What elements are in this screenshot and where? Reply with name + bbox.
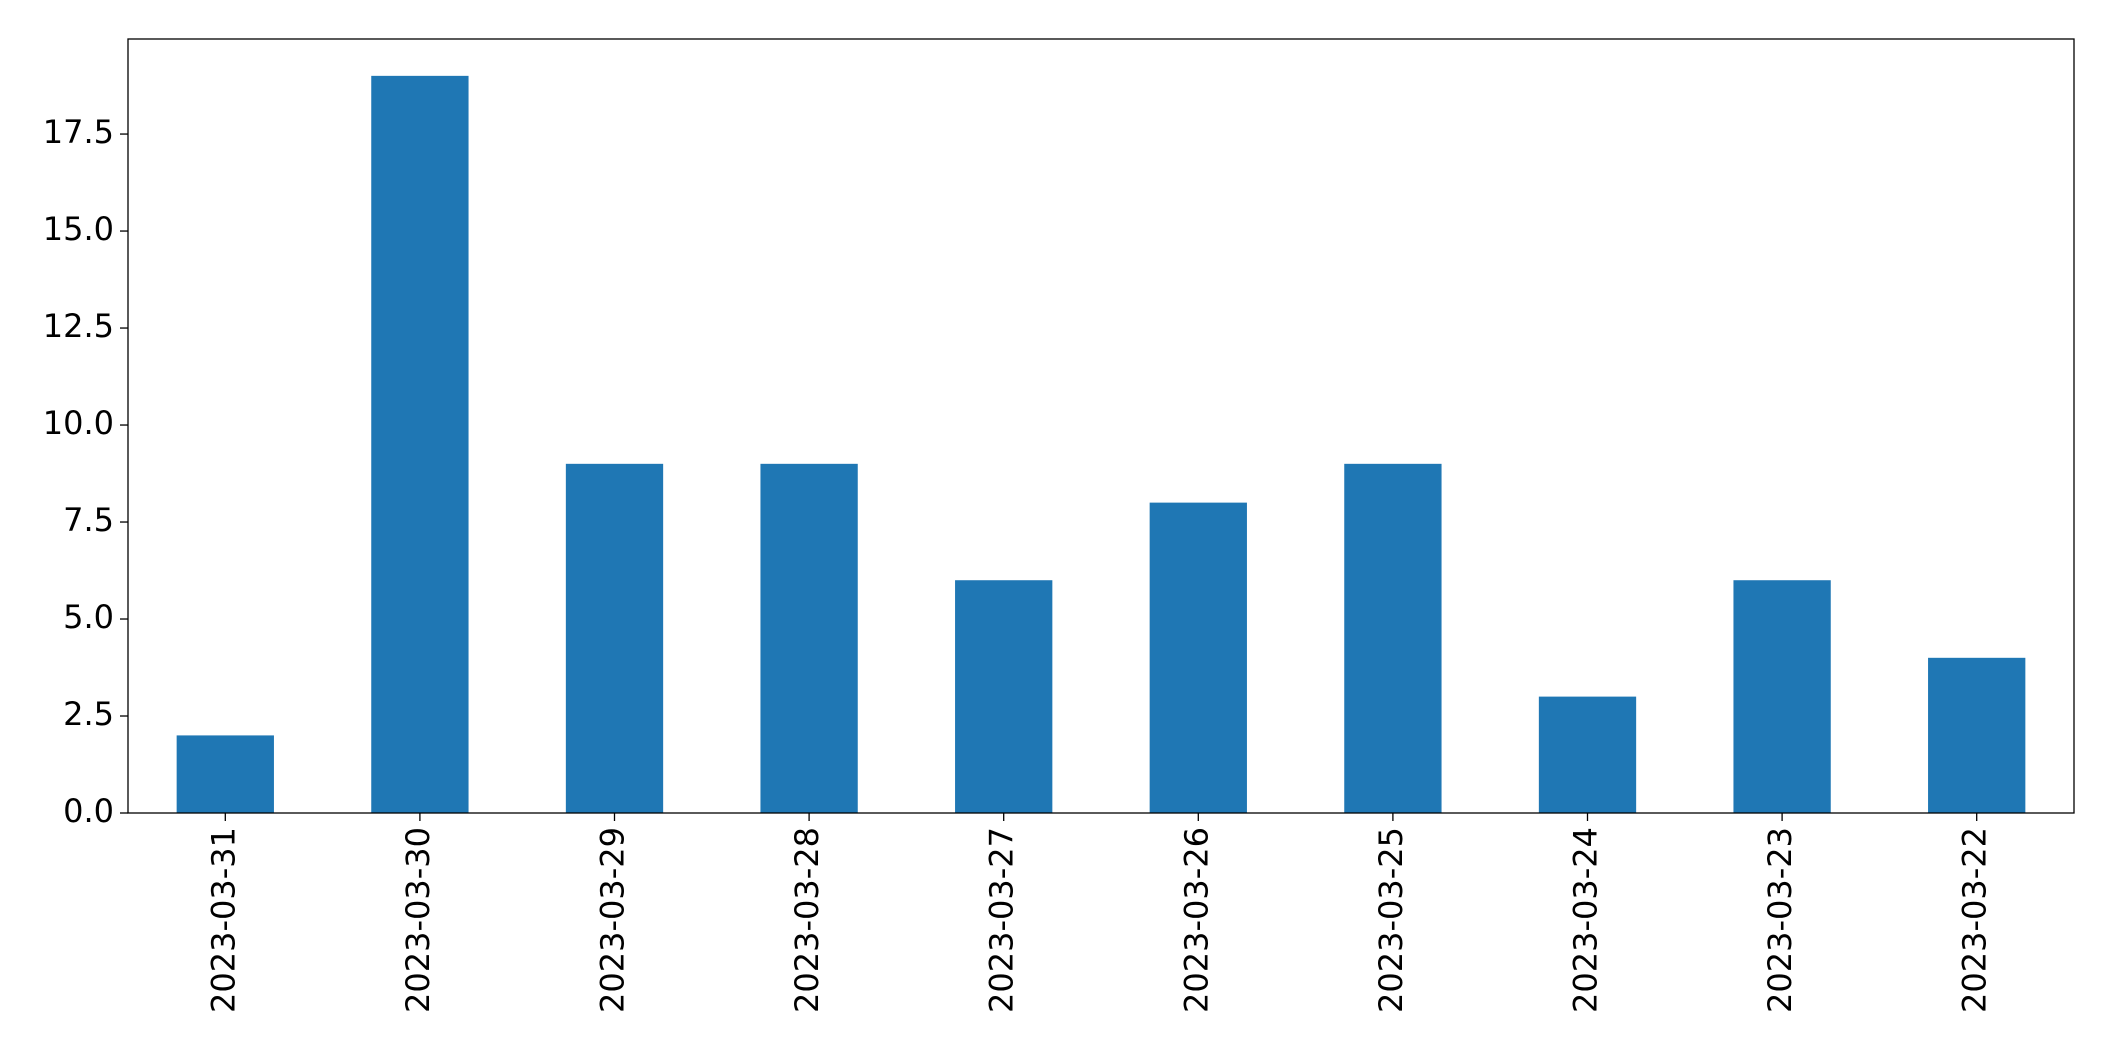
bar bbox=[1149, 502, 1247, 813]
x-tick-label: 2023-03-25 bbox=[1372, 827, 1410, 1013]
y-tick-label: 7.5 bbox=[63, 501, 114, 539]
bar bbox=[1928, 657, 2026, 813]
bar bbox=[1733, 580, 1831, 813]
y-tick-label: 10.0 bbox=[43, 404, 114, 442]
x-tick-label: 2023-03-27 bbox=[983, 827, 1021, 1013]
y-tick-label: 5.0 bbox=[63, 598, 114, 636]
bar bbox=[1344, 463, 1442, 813]
bar bbox=[371, 75, 469, 814]
bar bbox=[565, 463, 664, 813]
x-tick-label: 2023-03-28 bbox=[788, 827, 826, 1013]
bar bbox=[1538, 696, 1637, 813]
x-tick-label: 2023-03-30 bbox=[399, 827, 437, 1013]
y-tick-label: 0.0 bbox=[63, 792, 114, 830]
y-tick-label: 15.0 bbox=[43, 210, 114, 248]
bar bbox=[760, 463, 858, 813]
x-tick-label: 2023-03-29 bbox=[594, 827, 632, 1013]
x-tick-label: 2023-03-23 bbox=[1761, 827, 1799, 1013]
bar bbox=[176, 735, 274, 813]
x-tick-label: 2023-03-24 bbox=[1567, 827, 1605, 1013]
y-tick-label: 12.5 bbox=[43, 307, 114, 345]
x-tick-label: 2023-03-31 bbox=[204, 827, 242, 1013]
y-tick-label: 17.5 bbox=[43, 113, 114, 151]
x-tick-label: 2023-03-22 bbox=[1956, 827, 1994, 1013]
bar bbox=[955, 580, 1053, 813]
x-tick-label: 2023-03-26 bbox=[1177, 827, 1215, 1013]
y-tick-label: 2.5 bbox=[63, 695, 114, 733]
plot-frame bbox=[127, 38, 2075, 814]
